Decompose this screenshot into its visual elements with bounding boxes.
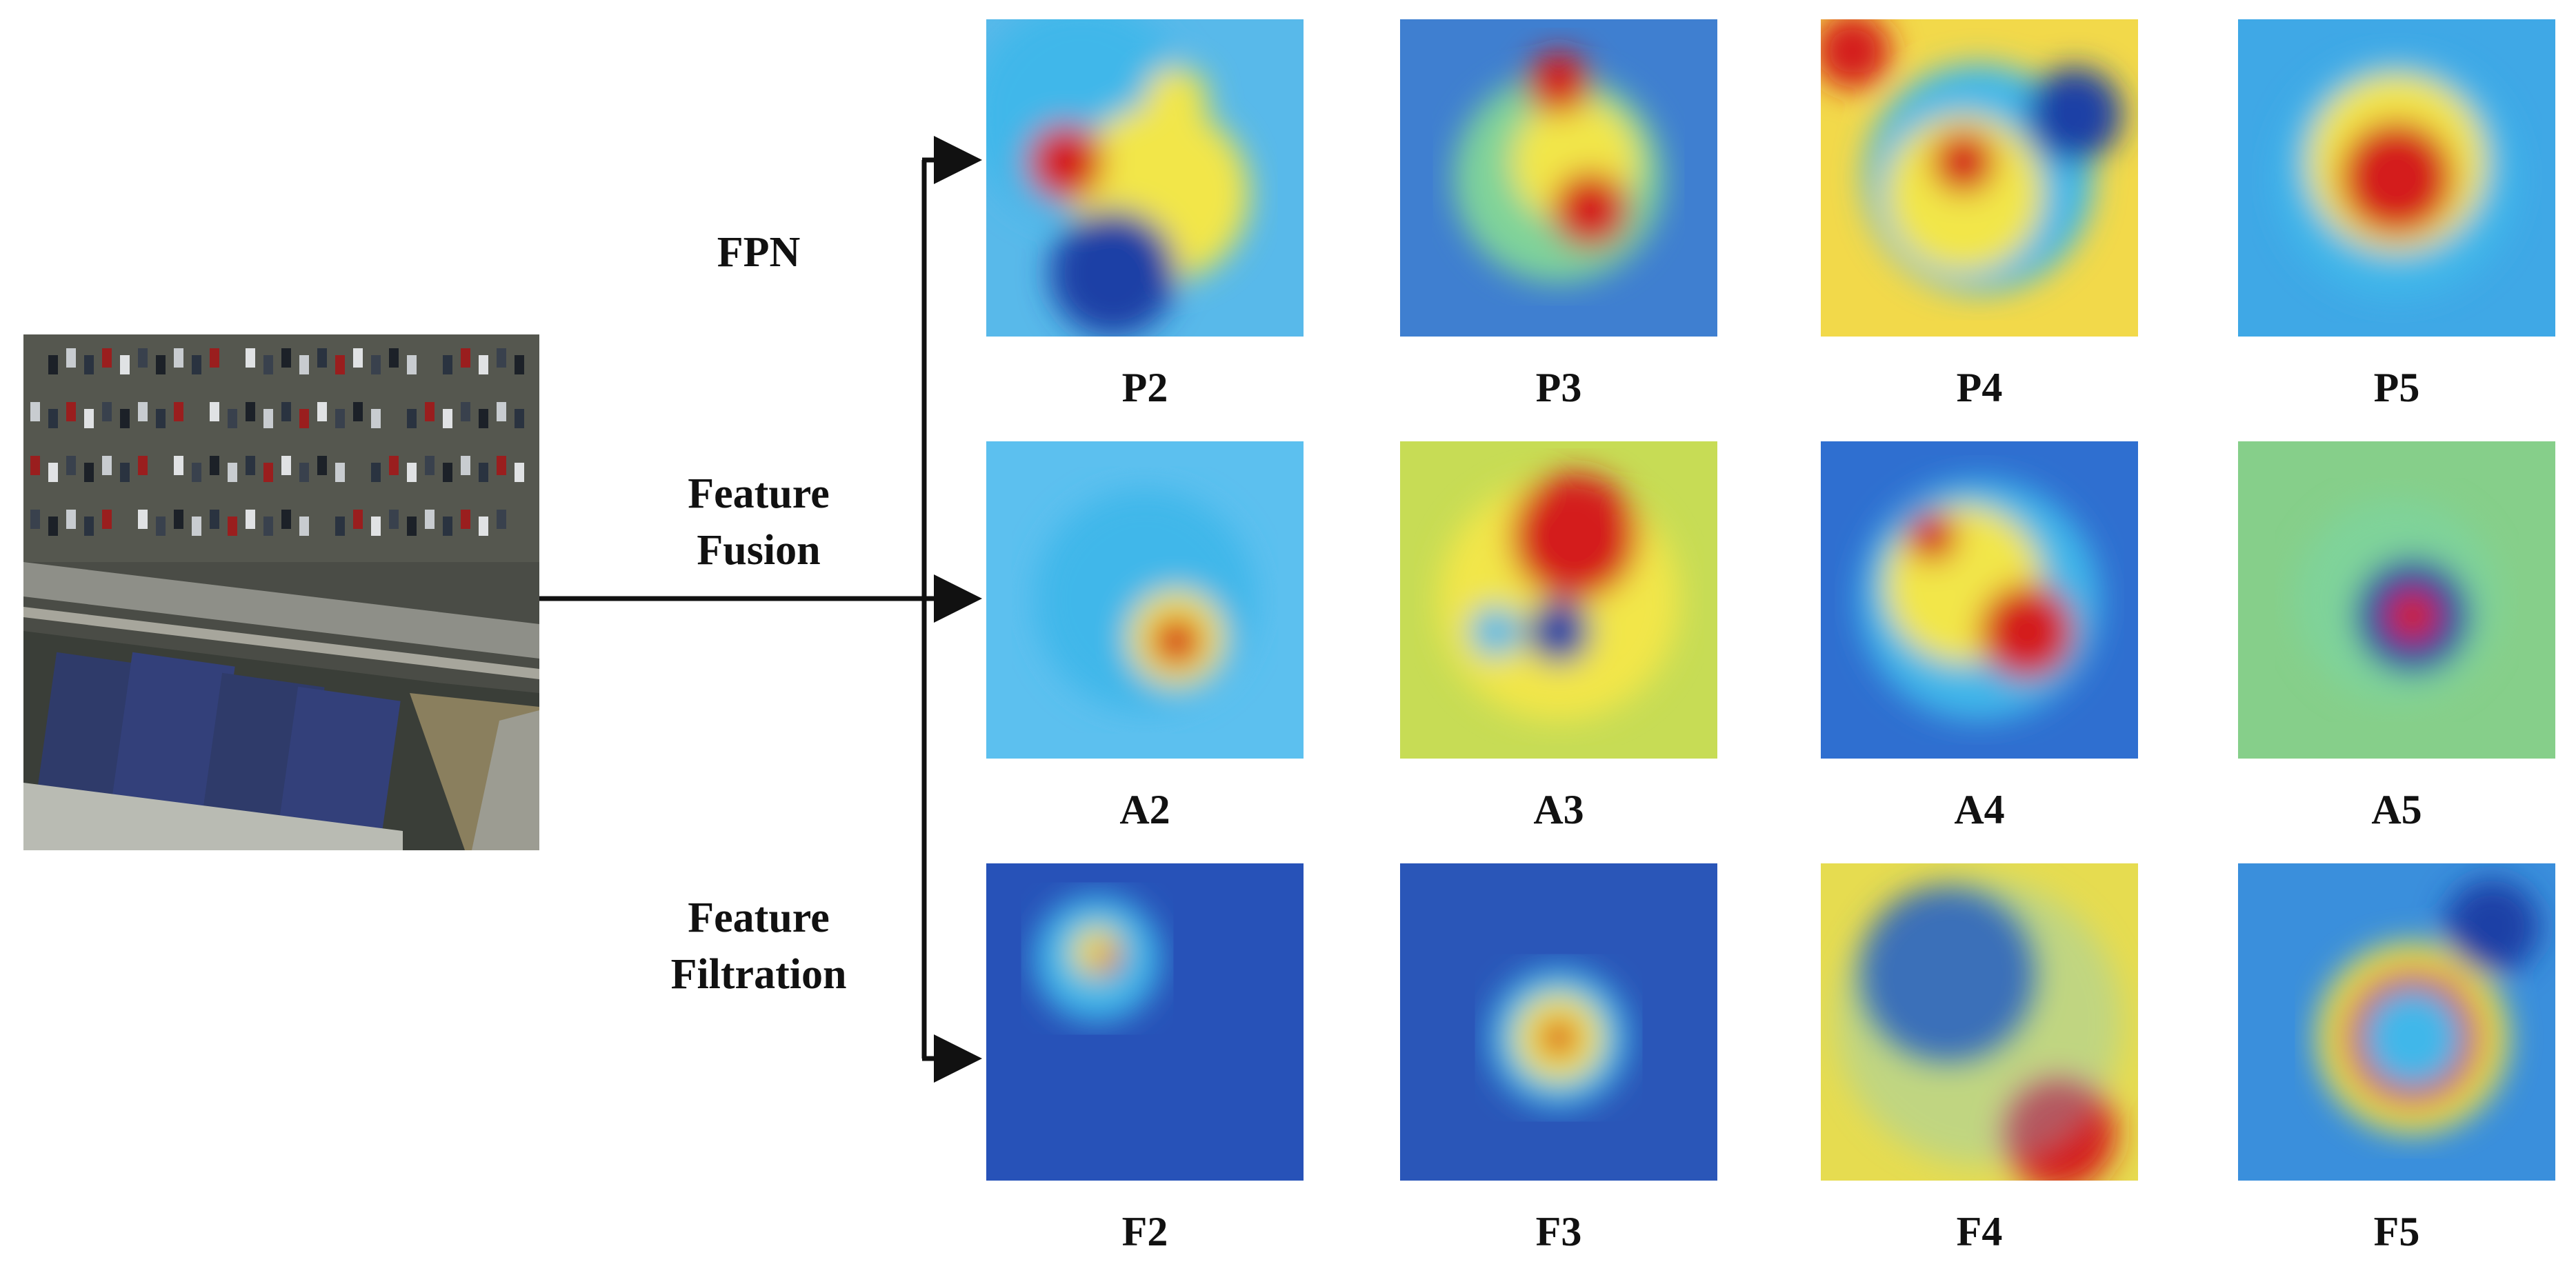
heatmap-caption-a2: A2 (1119, 787, 1170, 832)
heatmap-f5 (2238, 863, 2555, 1181)
row-label-feature-fusion: Feature Fusion (635, 465, 883, 579)
attention-heatmap-icon (1821, 863, 2138, 1181)
heatmap-p5 (2238, 19, 2555, 337)
attention-heatmap-icon (1821, 441, 2138, 759)
heatmap-f3 (1400, 863, 1717, 1181)
attention-heatmap-icon (2238, 441, 2555, 759)
heatmap-caption-f2: F2 (1121, 1209, 1168, 1254)
attention-heatmap-icon (2238, 19, 2555, 337)
heatmap-caption-f3: F3 (1535, 1209, 1582, 1254)
heatmap-a5 (2238, 441, 2555, 759)
heatmap-p4 (1821, 19, 2138, 337)
heatmap-f2 (986, 863, 1304, 1181)
attention-heatmap-icon (2238, 863, 2555, 1181)
attention-heatmap-icon (986, 441, 1304, 759)
attention-heatmap-icon (986, 19, 1304, 337)
input-aerial-image (23, 334, 539, 850)
heatmap-f4 (1821, 863, 2138, 1181)
row-label-line: Fusion (697, 527, 821, 574)
attention-heatmap-icon (1400, 441, 1717, 759)
heatmap-a4 (1821, 441, 2138, 759)
heatmap-caption-p2: P2 (1121, 365, 1168, 410)
attention-heatmap-icon (986, 863, 1304, 1181)
row-label-feature-filtration: Feature Filtration (621, 890, 897, 1003)
heatmap-caption-p3: P3 (1535, 365, 1582, 410)
row-label-line: Feature (688, 894, 830, 941)
heatmap-caption-a3: A3 (1533, 787, 1584, 832)
row-label-fpn: FPN (717, 229, 801, 276)
heatmap-caption-f4: F4 (1956, 1209, 2003, 1254)
heatmap-caption-p4: P4 (1956, 365, 2003, 410)
heatmap-p3 (1400, 19, 1717, 337)
attention-heatmap-icon (1400, 863, 1717, 1181)
row-label-line: Filtration (670, 951, 847, 998)
heatmap-caption-f5: F5 (2373, 1209, 2420, 1254)
heatmap-caption-a5: A5 (2371, 787, 2422, 832)
heatmap-p2 (986, 19, 1304, 337)
heatmap-a2 (986, 441, 1304, 759)
aerial-parking-lot-icon (23, 334, 539, 850)
attention-heatmap-icon (1821, 19, 2138, 337)
attention-heatmap-icon (1400, 19, 1717, 337)
heatmap-caption-p5: P5 (2373, 365, 2420, 410)
heatmap-caption-a4: A4 (1954, 787, 2005, 832)
row-label-line: Feature (688, 470, 830, 517)
heatmap-a3 (1400, 441, 1717, 759)
